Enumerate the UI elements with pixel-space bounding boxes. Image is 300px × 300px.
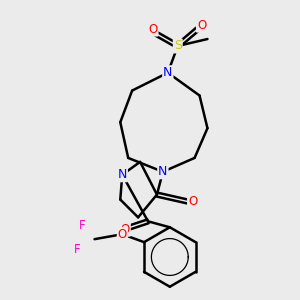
Text: N: N bbox=[158, 165, 168, 178]
Text: O: O bbox=[148, 22, 158, 36]
Text: O: O bbox=[118, 228, 127, 241]
Text: N: N bbox=[118, 168, 127, 181]
Text: S: S bbox=[174, 40, 182, 52]
Text: O: O bbox=[188, 195, 197, 208]
Text: N: N bbox=[163, 66, 172, 79]
Text: O: O bbox=[197, 19, 206, 32]
Text: F: F bbox=[74, 243, 80, 256]
Text: F: F bbox=[79, 219, 86, 232]
Text: O: O bbox=[121, 223, 130, 236]
